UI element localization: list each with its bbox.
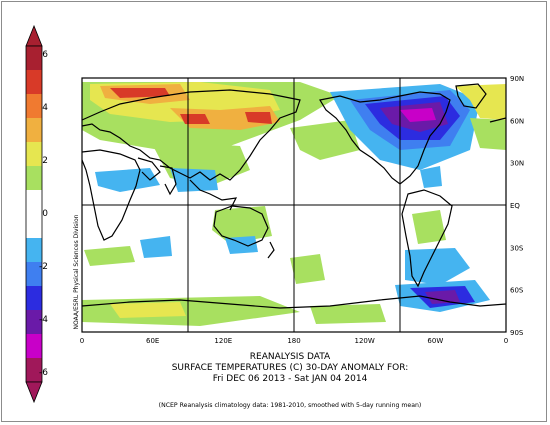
- colorbar-segment: [26, 310, 42, 335]
- anomaly-green-sa-2: [412, 210, 446, 244]
- anomaly-yellow-antarctic: [110, 302, 186, 318]
- colorbar-tick-label: 2: [42, 156, 48, 166]
- colorbar-segment: [26, 142, 42, 167]
- anomaly-green-aus: [212, 206, 272, 244]
- anomaly-magenta-na: [400, 108, 436, 122]
- colorbar-segment: [26, 46, 42, 71]
- colorbar-tick-label: -6: [39, 368, 48, 378]
- anomaly-blue-nz: [225, 236, 258, 254]
- coast-greenland: [455, 83, 487, 109]
- colorbar-segment: [26, 190, 42, 215]
- colorbar-tick-label: 4: [42, 103, 48, 113]
- lat-label: 60S: [510, 287, 524, 295]
- map-border: [81, 77, 507, 333]
- coast-india: [159, 165, 177, 196]
- anomaly-red-asia-2: [245, 112, 272, 124]
- coast-europe: [489, 117, 507, 123]
- coast-africa: [81, 149, 141, 241]
- lon-label: 60W: [427, 337, 443, 345]
- colorbar-segment: [26, 166, 42, 191]
- coast-north-america: [319, 91, 451, 185]
- anomaly-shading: [82, 82, 506, 326]
- coast-arabia: [137, 157, 161, 181]
- title-line-2: SURFACE TEMPERATURES (C) 30-DAY ANOMALY …: [172, 363, 409, 373]
- anomaly-red-asia: [180, 114, 210, 124]
- lon-label: 120W: [355, 337, 375, 345]
- grid-lines: [82, 78, 506, 332]
- lat-label: 30S: [510, 244, 524, 252]
- colorbar-top-cap: [25, 24, 43, 47]
- lon-label: 180: [287, 337, 300, 345]
- lat-label: EQ: [510, 202, 520, 210]
- lat-label: 90N: [510, 75, 524, 83]
- anomaly-blue-sa: [405, 248, 470, 285]
- colorbar-segment: [26, 262, 42, 287]
- coast-seasia: [189, 179, 238, 211]
- colorbar-tick-label: -4: [39, 315, 48, 325]
- colorbar-segment: [26, 238, 42, 263]
- anomaly-red-siberia: [110, 88, 170, 98]
- footnote: (NCEP Reanalysis climatology data: 1981-…: [159, 402, 422, 409]
- longitude-labels: 0 60E 120E 180 120W 60W 0: [80, 337, 508, 345]
- lon-label: 0: [504, 337, 508, 345]
- colorbar-tick-label: 0: [42, 209, 48, 219]
- title-line-1: REANALYSIS DATA: [250, 352, 331, 362]
- coast-antarctica: [81, 295, 507, 309]
- side-label: NOAA/ESRL Physical Sciences Division: [73, 214, 80, 329]
- anomaly-green-antarctic-2: [310, 304, 386, 324]
- colorbar-segment: [26, 70, 42, 95]
- anomaly-green-spac: [290, 254, 325, 284]
- map-panel: NOAA/ESRL Physical Sciences Division 0 60…: [73, 75, 524, 345]
- title-line-3: Fri DEC 06 2013 - Sat JAN 04 2014: [213, 374, 368, 384]
- colorbar-tick-label: 6: [42, 50, 48, 60]
- lon-label: 0: [80, 337, 84, 345]
- lon-label: 60E: [146, 337, 159, 345]
- coastlines: [81, 83, 507, 309]
- colorbar-segment: [26, 358, 42, 383]
- anomaly-green-pacific: [290, 120, 360, 160]
- coast-nz: [267, 241, 275, 259]
- colorbar-segment: [26, 94, 42, 119]
- coast-eurasia: [81, 89, 301, 181]
- colorbar-segment: [26, 334, 42, 359]
- lat-label: 60N: [510, 117, 524, 125]
- colorbar-bottom-cap: [25, 381, 43, 404]
- latitude-labels: 90N 60N 30N EQ 30S 60S 90S: [510, 75, 524, 337]
- lon-label: 120E: [214, 337, 232, 345]
- coast-south-america: [401, 189, 453, 288]
- colorbar-segment: [26, 118, 42, 143]
- colorbar-segment: [26, 286, 42, 311]
- anomaly-green-sa: [84, 246, 135, 266]
- lat-label: 30N: [510, 160, 524, 168]
- anomaly-blue-io: [140, 236, 172, 258]
- colorbar-tick-label: -2: [39, 262, 48, 272]
- colorbar: 6 4 2 0 -2 -4 -6: [25, 24, 48, 404]
- anomaly-green-atlantic: [470, 118, 506, 150]
- lat-label: 90S: [510, 329, 524, 337]
- colorbar-segment: [26, 214, 42, 239]
- anomaly-purple-antarctic: [425, 290, 460, 304]
- coast-australia: [213, 205, 269, 247]
- anomaly-blue-atlantic: [420, 166, 442, 188]
